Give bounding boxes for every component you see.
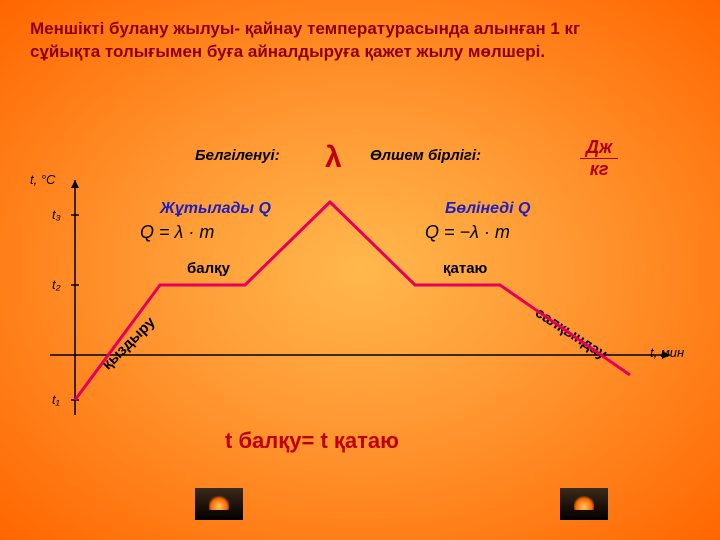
tick-t2: t₂	[52, 277, 61, 292]
x-axis-label: t, мин	[650, 345, 684, 360]
tick-t1: t₁	[52, 392, 60, 407]
thumbnail-right	[560, 488, 608, 520]
y-axis-label: t, °C	[30, 172, 55, 187]
unit-fraction: Дж кг	[580, 137, 618, 180]
designation-label: Белгіленуі:	[195, 147, 280, 164]
lambda-symbol: λ	[325, 141, 342, 175]
header-line2: сұйықта толығымен буға айналдыруға қажет…	[30, 41, 690, 64]
equality-equation: t балқу= t қатаю	[225, 428, 399, 454]
header-line1: Меншікті булану жылуы- қайнау температур…	[30, 18, 690, 41]
chart-area: Жұтылады Q Бөлінеді Q Q = λ · m Q = −λ ·…	[30, 180, 690, 440]
thumbnail-left	[195, 488, 243, 520]
phase-chart	[30, 180, 690, 425]
unit-numerator: Дж	[580, 137, 618, 159]
unit-denominator: кг	[580, 159, 618, 180]
unit-label: Өлшем бірлігі:	[370, 147, 481, 164]
tick-t3: t₃	[52, 207, 61, 222]
